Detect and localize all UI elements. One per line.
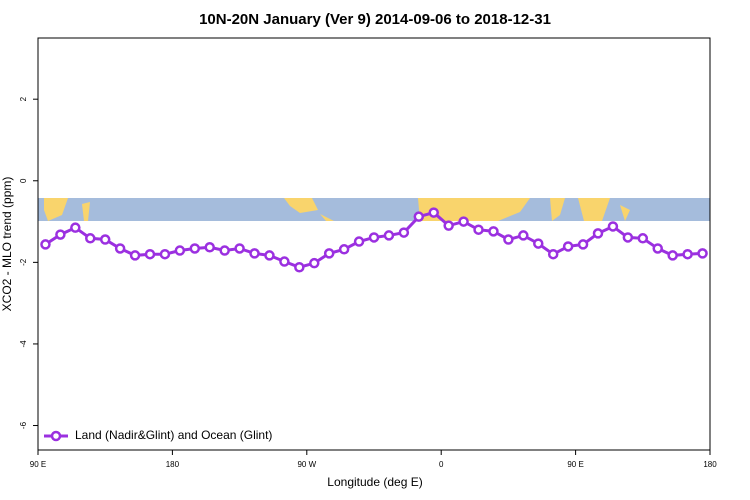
- data-point: [428, 207, 439, 218]
- data-point: [622, 232, 634, 243]
- data-point: [174, 245, 186, 256]
- data-point: [533, 238, 544, 249]
- x-tick-label: 90 W: [297, 460, 316, 469]
- data-point: [398, 227, 410, 238]
- data-point: [234, 243, 245, 254]
- data-point: [323, 248, 335, 259]
- data-point: [40, 239, 51, 250]
- data-point: [547, 248, 559, 260]
- data-point: [577, 239, 589, 250]
- data-point: [518, 230, 529, 241]
- legend-marker: [50, 430, 62, 442]
- x-tick-label: 90 E: [30, 460, 46, 469]
- data-point: [353, 236, 365, 247]
- data-point: [607, 221, 619, 232]
- x-tick-label: 180: [703, 460, 717, 469]
- data-point: [473, 224, 484, 235]
- data-point: [368, 232, 380, 243]
- data-point: [85, 233, 96, 244]
- y-tick-label: 2: [19, 96, 28, 101]
- data-point: [264, 250, 275, 261]
- data-point: [413, 211, 425, 222]
- map-band: [38, 198, 710, 221]
- x-tick-label: 180: [166, 460, 180, 469]
- data-point: [55, 229, 66, 240]
- data-point: [144, 248, 156, 260]
- data-point: [562, 241, 574, 252]
- legend-label: Land (Nadir&Glint) and Ocean (Glint): [75, 428, 272, 442]
- y-tick-label: 0: [19, 178, 28, 183]
- data-point: [114, 243, 126, 254]
- data-point: [294, 262, 305, 273]
- data-point: [682, 248, 693, 260]
- x-axis-label: Longitude (deg E): [327, 475, 422, 489]
- data-point: [652, 243, 663, 254]
- data-point: [697, 248, 708, 259]
- data-point: [279, 256, 290, 267]
- data-point: [219, 245, 230, 256]
- data-point: [488, 226, 499, 237]
- y-tick-label: -2: [19, 258, 28, 266]
- y-axis-label: XCO2 - MLO trend (ppm): [0, 177, 14, 312]
- data-point: [667, 250, 678, 261]
- data-point: [309, 257, 320, 269]
- data-point: [503, 234, 514, 245]
- data-point: [338, 244, 350, 255]
- data-point: [458, 216, 469, 227]
- chart-title: 10N-20N January (Ver 9) 2014-09-06 to 20…: [199, 11, 551, 28]
- data-point: [383, 230, 395, 241]
- data-point: [70, 222, 81, 233]
- x-tick-label: 90 E: [567, 460, 583, 469]
- data-point: [99, 234, 111, 245]
- x-tick-label: 0: [439, 460, 444, 469]
- data-point: [592, 228, 604, 239]
- data-point: [249, 248, 260, 259]
- y-tick-label: -6: [19, 421, 28, 429]
- data-point: [443, 220, 454, 231]
- plot-frame: [37, 37, 711, 451]
- data-point: [204, 242, 215, 253]
- y-tick-label: -4: [19, 340, 28, 348]
- data-point: [189, 243, 201, 254]
- data-point: [159, 248, 171, 260]
- data-point: [637, 233, 649, 244]
- data-point: [129, 250, 141, 261]
